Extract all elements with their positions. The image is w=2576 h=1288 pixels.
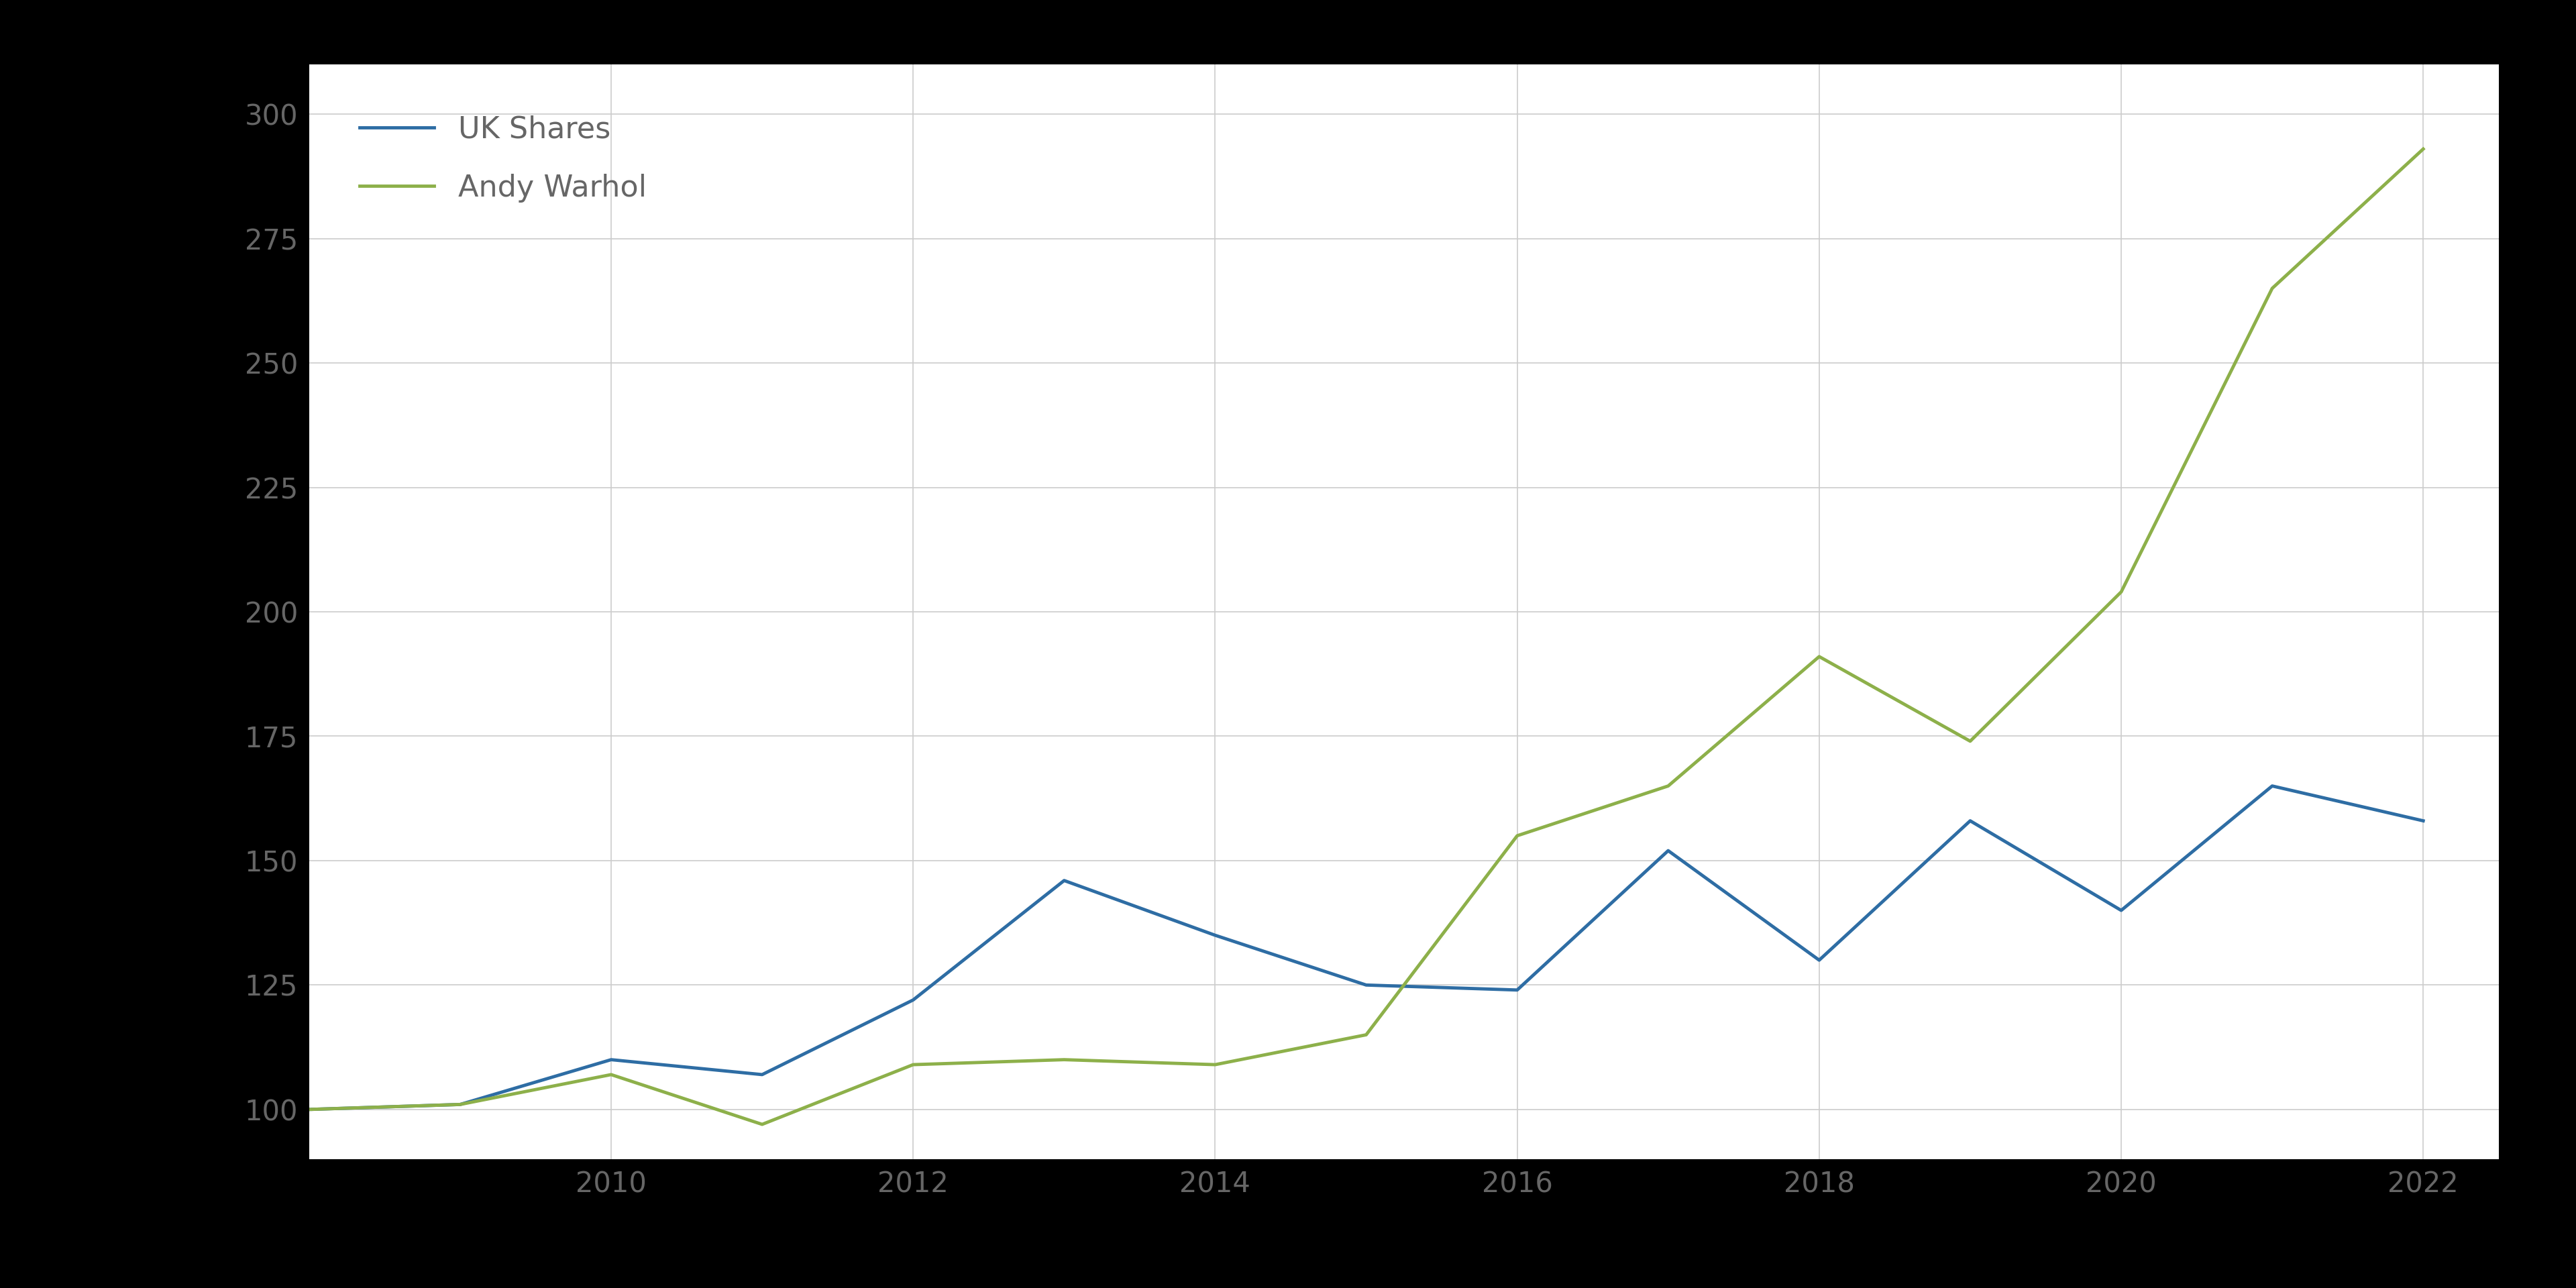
- Andy Warhol: [294, 1101, 325, 1117]
- Andy Warhol: [1502, 828, 1533, 844]
- Andy Warhol: [595, 1066, 626, 1082]
- UK Shares: [1200, 927, 1231, 943]
- Andy Warhol: [896, 1057, 927, 1073]
- Andy Warhol: [2409, 142, 2439, 157]
- UK Shares: [595, 1052, 626, 1068]
- Andy Warhol: [1803, 649, 1834, 665]
- Andy Warhol: [747, 1117, 778, 1132]
- UK Shares: [896, 992, 927, 1007]
- Andy Warhol: [1200, 1057, 1231, 1073]
- UK Shares: [1350, 978, 1381, 993]
- UK Shares: [747, 1066, 778, 1082]
- Andy Warhol: [446, 1097, 477, 1113]
- UK Shares: [1048, 873, 1079, 889]
- UK Shares: [2409, 813, 2439, 828]
- UK Shares: [446, 1097, 477, 1113]
- UK Shares: [2257, 778, 2287, 793]
- Andy Warhol: [1654, 778, 1685, 793]
- UK Shares: [1502, 983, 1533, 998]
- Andy Warhol: [2257, 281, 2287, 296]
- Andy Warhol: [1048, 1052, 1079, 1068]
- UK Shares: [294, 1101, 325, 1117]
- Andy Warhol: [1350, 1027, 1381, 1042]
- Andy Warhol: [2105, 585, 2136, 600]
- Legend: UK Shares, Andy Warhol: UK Shares, Andy Warhol: [325, 80, 683, 238]
- UK Shares: [1654, 842, 1685, 858]
- Line: Andy Warhol: Andy Warhol: [309, 149, 2424, 1124]
- Line: UK Shares: UK Shares: [309, 786, 2424, 1109]
- Andy Warhol: [1955, 733, 1986, 748]
- UK Shares: [1803, 952, 1834, 967]
- UK Shares: [1955, 813, 1986, 828]
- UK Shares: [2105, 903, 2136, 918]
